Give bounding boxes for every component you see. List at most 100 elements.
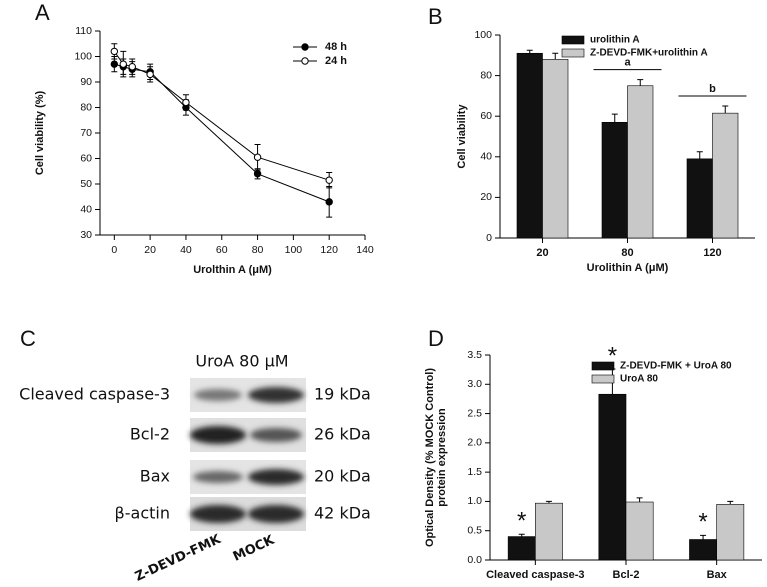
y-tick-label: 20 [480, 191, 492, 203]
y-tick-label: 40 [80, 203, 92, 215]
panel-label: D [428, 326, 444, 351]
blot-row-label: Cleaved caspase-3 [19, 385, 170, 404]
y-tick-label: 40 [480, 151, 492, 163]
blot-header: UroA 80 μM [195, 352, 288, 371]
y-axis-label: Cell viability [456, 104, 468, 169]
legend-swatch [561, 48, 585, 58]
error-bar [637, 79, 644, 86]
x-tick-label: 60 [216, 244, 228, 256]
error-bar [722, 105, 729, 114]
bar [542, 59, 569, 239]
bar [507, 536, 536, 561]
panel-label: B [428, 4, 443, 29]
y-tick-label: 1.5 [467, 466, 482, 478]
error-bar [552, 52, 559, 60]
point [325, 198, 333, 206]
legend-label: Z-DEVD-FMK + UroA 80 [620, 361, 732, 372]
series-line [113, 51, 330, 181]
legend-marker [301, 57, 309, 65]
legend-label: urolithin A [590, 35, 640, 46]
error-bar [696, 151, 703, 159]
x-tick-label: 40 [180, 244, 192, 256]
bar [627, 85, 654, 239]
x-tick-label: Bax [707, 569, 728, 581]
bar [625, 501, 654, 561]
y-tick-label: 80 [480, 69, 492, 81]
y-tick-label: 60 [80, 152, 92, 164]
bar [686, 158, 713, 239]
blot-size: 26 kDa [314, 425, 371, 444]
blot-row-label: Bax [140, 467, 170, 486]
error-bar [611, 113, 618, 123]
y-tick-label: 3.5 [467, 349, 482, 361]
bar [716, 504, 745, 561]
bar [689, 539, 717, 561]
legend-swatch [591, 361, 615, 371]
y-tick-label: 50 [80, 178, 92, 190]
legend-label: 24 h [325, 55, 347, 67]
y-tick-label: 80 [80, 101, 92, 113]
series-line [114, 63, 330, 203]
blot-size: 19 kDa [314, 385, 371, 404]
x-tick-label: 100 [285, 244, 303, 256]
x-tick-label: Bcl-2 [613, 569, 640, 581]
error-bar [518, 533, 525, 537]
error-bar [545, 500, 552, 504]
bar [598, 393, 627, 561]
point [110, 47, 119, 56]
panel-label: C [20, 326, 36, 351]
x-tick-label: 120 [320, 244, 338, 256]
blot-row-label: β-actin [115, 504, 170, 523]
significance-label: * [698, 509, 707, 536]
legend-label: 48 h [325, 41, 347, 53]
y-axis-label: Cell viability (%) [34, 90, 46, 175]
y-axis-label: Optical Density (% MOCK Control) [424, 368, 436, 547]
x-tick-label: Cleaved caspase-3 [486, 569, 584, 581]
point [128, 62, 136, 71]
y-tick-label: 30 [80, 229, 92, 241]
error-bar [636, 497, 643, 503]
y-tick-label: 0.5 [467, 524, 482, 536]
error-bar [727, 500, 734, 505]
bar [535, 502, 563, 561]
y-tick-label: 2.0 [467, 437, 482, 449]
x-tick-label: 0 [111, 244, 117, 256]
y-tick-label: 60 [480, 110, 492, 122]
y-tick-label: 0.0 [467, 554, 482, 566]
bar [601, 121, 628, 239]
legend-label: Z-DEVD-FMK+urolithin A [590, 48, 708, 59]
error-bar [700, 534, 707, 540]
y-tick-label: 3.0 [467, 378, 482, 390]
y-axis-label: protein expression [436, 408, 448, 507]
x-tick-label: 20 [536, 247, 548, 259]
legend-marker [301, 43, 309, 51]
point [119, 60, 127, 68]
point [253, 170, 262, 178]
bar [516, 52, 543, 239]
point [146, 70, 154, 79]
point [110, 60, 119, 68]
y-tick-label: 100 [474, 29, 492, 41]
y-tick-label: 1.0 [467, 495, 482, 507]
legend-swatch [591, 374, 615, 384]
y-tick-label: 0 [486, 232, 492, 244]
point [325, 176, 333, 184]
bar [712, 112, 739, 239]
legend-label: UroA 80 [620, 374, 658, 385]
error-bar [526, 49, 533, 54]
point [253, 153, 262, 161]
y-tick-label: 90 [80, 76, 92, 88]
x-axis-label: Urolithin A (μM) [587, 262, 669, 274]
y-tick-label: 110 [75, 25, 92, 37]
y-tick-label: 100 [74, 50, 92, 62]
significance-label: * [608, 342, 617, 369]
point [182, 98, 190, 107]
legend-swatch [561, 35, 585, 45]
x-tick-label: 120 [703, 247, 721, 259]
blot-size: 42 kDa [314, 504, 371, 523]
x-tick-label: 140 [356, 244, 374, 256]
blot-size: 20 kDa [314, 467, 371, 486]
x-tick-label: 80 [621, 247, 633, 259]
